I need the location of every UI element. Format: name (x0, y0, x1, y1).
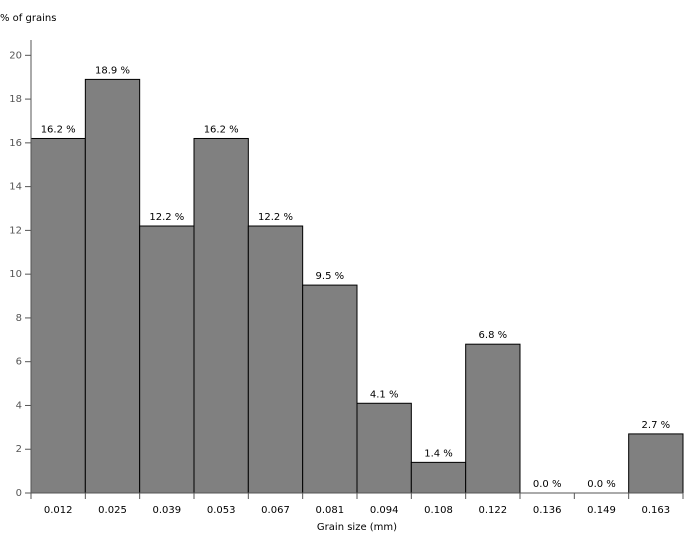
x-tick-label: 0.149 (587, 505, 616, 516)
bar (356, 402, 412, 494)
x-tick-label: 0.136 (533, 505, 562, 516)
x-tick-label: 0.163 (642, 505, 671, 516)
value-label: 6.8 % (479, 330, 508, 341)
y-axis-label: % of grains (0, 13, 56, 24)
y-tick-label: 8 (16, 313, 22, 324)
bar (139, 225, 195, 494)
y-tick-label: 4 (16, 400, 22, 411)
y-tick-label: 12 (9, 225, 22, 236)
value-label: 16.2 % (204, 124, 239, 135)
x-tick-label: 0.067 (261, 505, 290, 516)
y-tick-label: 16 (9, 138, 22, 149)
value-label: 9.5 % (316, 271, 345, 282)
bar (302, 284, 358, 494)
x-tick-label: 0.081 (316, 505, 345, 516)
value-label: 0.0 % (587, 479, 616, 490)
value-label: 12.2 % (149, 212, 184, 223)
y-tick-label: 0 (16, 488, 22, 499)
bar (628, 433, 684, 494)
bar (410, 461, 467, 494)
value-label: 1.4 % (424, 448, 453, 459)
value-label: 18.9 % (95, 65, 130, 76)
y-tick-label: 6 (16, 357, 22, 368)
x-tick-label: 0.012 (44, 505, 73, 516)
y-tick-label: 14 (9, 182, 22, 193)
x-tick-label: 0.094 (370, 505, 399, 516)
x-axis-label: Grain size (mm) (317, 522, 397, 533)
x-tick-label: 0.053 (207, 505, 236, 516)
x-tick-label: 0.039 (153, 505, 182, 516)
y-tick-label: 2 (16, 444, 22, 455)
value-label: 0.0 % (533, 479, 562, 490)
bar (84, 78, 141, 494)
value-label: 4.1 % (370, 389, 399, 400)
bar (193, 137, 249, 494)
y-tick-label: 20 (9, 50, 22, 61)
bar (30, 137, 86, 494)
x-tick-label: 0.122 (479, 505, 508, 516)
y-tick-label: 10 (9, 269, 22, 280)
x-tick-label: 0.108 (424, 505, 453, 516)
bar (465, 343, 521, 494)
x-tick-label: 0.025 (98, 505, 127, 516)
bar (247, 225, 304, 494)
y-tick-label: 18 (9, 94, 22, 105)
value-label: 12.2 % (258, 212, 293, 223)
value-label: 2.7 % (642, 420, 671, 431)
value-label: 16.2 % (41, 124, 76, 135)
